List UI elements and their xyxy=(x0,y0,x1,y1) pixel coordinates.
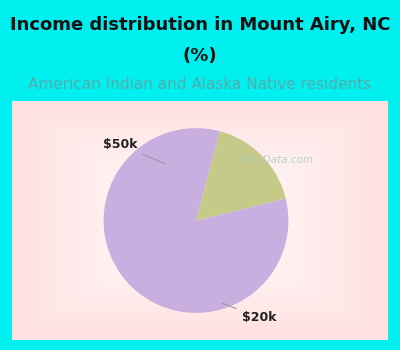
FancyBboxPatch shape xyxy=(184,211,216,230)
FancyBboxPatch shape xyxy=(197,218,203,223)
FancyBboxPatch shape xyxy=(31,113,369,328)
Text: $50k: $50k xyxy=(103,138,166,164)
FancyBboxPatch shape xyxy=(144,185,256,256)
FancyBboxPatch shape xyxy=(169,201,231,240)
FancyBboxPatch shape xyxy=(22,107,378,334)
FancyBboxPatch shape xyxy=(81,145,319,296)
FancyBboxPatch shape xyxy=(194,217,206,224)
FancyBboxPatch shape xyxy=(34,116,366,326)
Text: American Indian and Alaska Native residents: American Indian and Alaska Native reside… xyxy=(28,77,372,92)
Wedge shape xyxy=(196,131,286,220)
FancyBboxPatch shape xyxy=(56,129,344,312)
FancyBboxPatch shape xyxy=(62,133,338,308)
FancyBboxPatch shape xyxy=(188,212,212,229)
FancyBboxPatch shape xyxy=(122,171,278,270)
FancyBboxPatch shape xyxy=(28,111,372,330)
FancyBboxPatch shape xyxy=(18,105,382,336)
FancyBboxPatch shape xyxy=(147,187,253,254)
Wedge shape xyxy=(104,128,288,313)
FancyBboxPatch shape xyxy=(15,104,385,337)
FancyBboxPatch shape xyxy=(59,131,341,310)
FancyBboxPatch shape xyxy=(153,191,247,250)
FancyBboxPatch shape xyxy=(178,206,222,235)
FancyBboxPatch shape xyxy=(159,195,241,246)
FancyBboxPatch shape xyxy=(78,143,322,298)
FancyBboxPatch shape xyxy=(65,135,335,306)
FancyBboxPatch shape xyxy=(68,137,332,304)
Text: $20k: $20k xyxy=(222,303,276,324)
FancyBboxPatch shape xyxy=(40,119,360,322)
FancyBboxPatch shape xyxy=(118,169,282,272)
FancyBboxPatch shape xyxy=(131,177,269,264)
FancyBboxPatch shape xyxy=(24,110,376,331)
FancyBboxPatch shape xyxy=(166,199,234,242)
FancyBboxPatch shape xyxy=(190,215,210,226)
FancyBboxPatch shape xyxy=(112,165,288,276)
FancyBboxPatch shape xyxy=(134,179,266,262)
FancyBboxPatch shape xyxy=(106,161,294,280)
FancyBboxPatch shape xyxy=(12,102,388,340)
FancyBboxPatch shape xyxy=(128,175,272,266)
FancyBboxPatch shape xyxy=(109,163,291,278)
FancyBboxPatch shape xyxy=(156,193,244,248)
FancyBboxPatch shape xyxy=(53,127,347,314)
Text: (%): (%) xyxy=(183,47,217,65)
FancyBboxPatch shape xyxy=(175,205,225,236)
FancyBboxPatch shape xyxy=(46,123,354,318)
Text: City-Data.com: City-Data.com xyxy=(240,155,314,165)
FancyBboxPatch shape xyxy=(37,117,363,324)
FancyBboxPatch shape xyxy=(75,141,325,300)
FancyBboxPatch shape xyxy=(97,155,304,286)
FancyBboxPatch shape xyxy=(103,159,297,282)
FancyBboxPatch shape xyxy=(125,173,275,268)
FancyBboxPatch shape xyxy=(100,157,300,284)
FancyBboxPatch shape xyxy=(87,149,313,292)
FancyBboxPatch shape xyxy=(90,151,310,290)
FancyBboxPatch shape xyxy=(84,147,316,294)
FancyBboxPatch shape xyxy=(172,203,228,238)
FancyBboxPatch shape xyxy=(94,153,306,288)
FancyBboxPatch shape xyxy=(162,197,238,244)
FancyBboxPatch shape xyxy=(43,121,357,320)
FancyBboxPatch shape xyxy=(137,181,263,260)
FancyBboxPatch shape xyxy=(140,183,260,258)
FancyBboxPatch shape xyxy=(181,209,219,232)
Text: Income distribution in Mount Airy, NC: Income distribution in Mount Airy, NC xyxy=(10,16,390,34)
FancyBboxPatch shape xyxy=(72,139,328,302)
FancyBboxPatch shape xyxy=(116,167,285,274)
FancyBboxPatch shape xyxy=(50,125,350,316)
FancyBboxPatch shape xyxy=(150,189,250,252)
